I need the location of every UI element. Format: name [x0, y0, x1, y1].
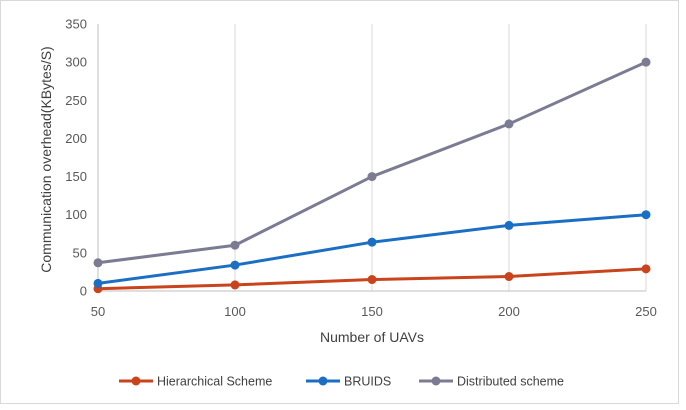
x-tick-label: 50 — [91, 304, 105, 319]
data-point — [367, 172, 377, 182]
x-tick-label: 200 — [498, 304, 520, 319]
data-point — [504, 272, 514, 282]
data-point — [367, 275, 377, 285]
data-point — [367, 237, 377, 247]
y-tick-label: 50 — [73, 245, 87, 260]
data-point — [504, 119, 514, 129]
data-point — [93, 258, 103, 268]
data-point — [641, 57, 651, 67]
legend-label: BRUIDS — [344, 375, 391, 389]
x-tick-label: 150 — [361, 304, 383, 319]
data-point — [230, 260, 240, 270]
line-chart: 0 50 100 150 200 250 300 350 50 100 150 200 250 Hier… — [38, 17, 657, 389]
y-tick-label: 250 — [65, 93, 87, 108]
y-tick-label: 150 — [65, 169, 87, 184]
data-point — [93, 278, 103, 288]
chart-frame: 0 50 100 150 200 250 300 350 50 100 150 200 250 Hier… — [0, 0, 679, 404]
y-tick-label: 350 — [65, 17, 87, 32]
legend: Hierarchical Scheme BRUIDS Distributed sch… — [119, 375, 564, 389]
data-point — [504, 220, 514, 230]
x-tick-label: 100 — [224, 304, 246, 319]
data-point — [641, 264, 651, 274]
y-tick-label: 100 — [65, 207, 87, 222]
legend-label: Hierarchical Scheme — [157, 375, 272, 389]
series-group — [93, 57, 651, 294]
data-point — [230, 240, 240, 250]
axes: 0 50 100 150 200 250 300 350 50 100 150 200 250 — [65, 17, 657, 320]
data-point — [230, 280, 240, 290]
data-point — [641, 210, 651, 220]
y-tick-label: 300 — [65, 55, 87, 70]
legend-label: Distributed scheme — [457, 375, 564, 389]
legend-marker — [131, 376, 141, 386]
y-tick-label: 200 — [65, 131, 87, 146]
legend-marker — [431, 376, 441, 386]
legend-marker — [318, 376, 328, 386]
y-tick-label: 0 — [80, 284, 87, 299]
y-axis-label: Communication overhead(KBytes/S) — [38, 46, 54, 272]
x-tick-label: 250 — [635, 304, 657, 319]
x-axis-label: Number of UAVs — [320, 329, 424, 345]
